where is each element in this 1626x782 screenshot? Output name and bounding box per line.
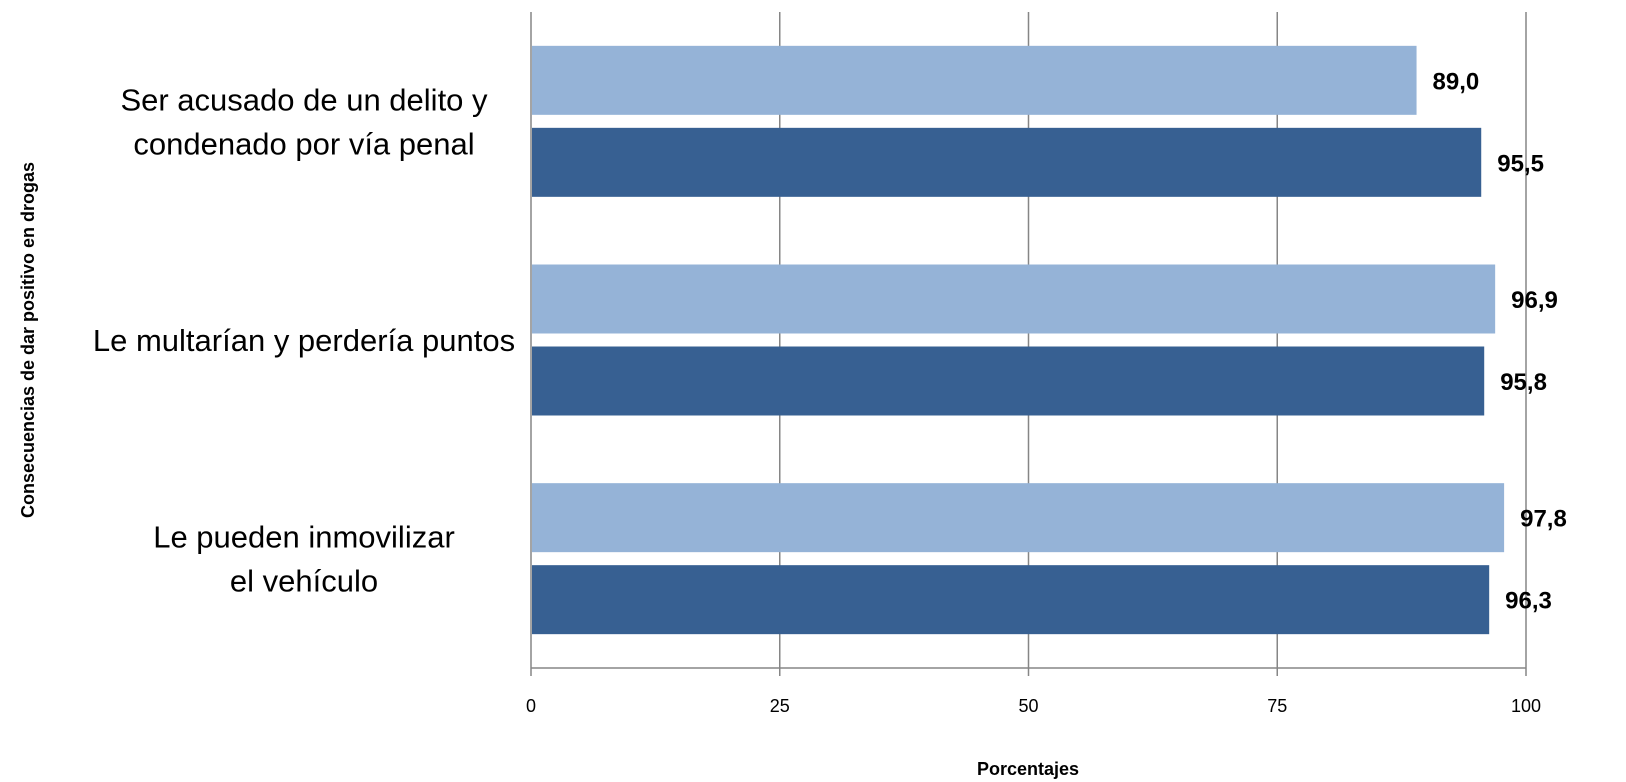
bar-s1-c3 xyxy=(532,483,1505,553)
gridlines xyxy=(779,12,1527,668)
y-axis-title: Consecuencias de dar positivo en drogas xyxy=(18,162,38,518)
x-tick-label-25: 25 xyxy=(770,696,790,716)
category-label-3-line-2: el vehículo xyxy=(230,564,378,599)
bar-s2-c1 xyxy=(532,127,1482,197)
category-labels: Ser acusado de un delito y condenado por … xyxy=(93,82,515,598)
data-label-s2-c2: 95,8 xyxy=(1500,369,1547,396)
data-label-s2-c3: 96,3 xyxy=(1505,588,1552,615)
tick-labels: 0 25 50 75 100 xyxy=(526,696,1541,716)
bar-s1-c2 xyxy=(532,264,1496,334)
x-tick-label-100: 100 xyxy=(1511,696,1541,716)
axes xyxy=(530,12,1527,676)
bar-s2-c3 xyxy=(532,565,1490,635)
x-tick-label-75: 75 xyxy=(1267,696,1287,716)
data-label-s1-c1: 89,0 xyxy=(1433,68,1480,95)
data-labels: 89,0 95,5 96,9 95,8 97,8 96,3 xyxy=(1433,68,1567,614)
bar-s1-c1 xyxy=(532,45,1417,115)
bar-s2-c2 xyxy=(532,346,1485,416)
category-label-1-line-2: condenado por vía penal xyxy=(133,126,474,161)
x-tick-label-0: 0 xyxy=(526,696,536,716)
data-label-s1-c2: 96,9 xyxy=(1511,287,1558,314)
category-label-2-line-1: Le multarían y perdería puntos xyxy=(93,323,515,358)
category-label-3-line-1: Le pueden inmovilizar xyxy=(153,520,455,555)
data-label-s2-c1: 95,5 xyxy=(1497,150,1544,177)
category-label-1-line-1: Ser acusado de un delito y xyxy=(120,82,488,117)
data-label-s1-c3: 97,8 xyxy=(1520,506,1567,533)
x-axis-title: Porcentajes xyxy=(977,759,1079,779)
x-tick-label-50: 50 xyxy=(1018,696,1038,716)
bars xyxy=(532,45,1505,635)
